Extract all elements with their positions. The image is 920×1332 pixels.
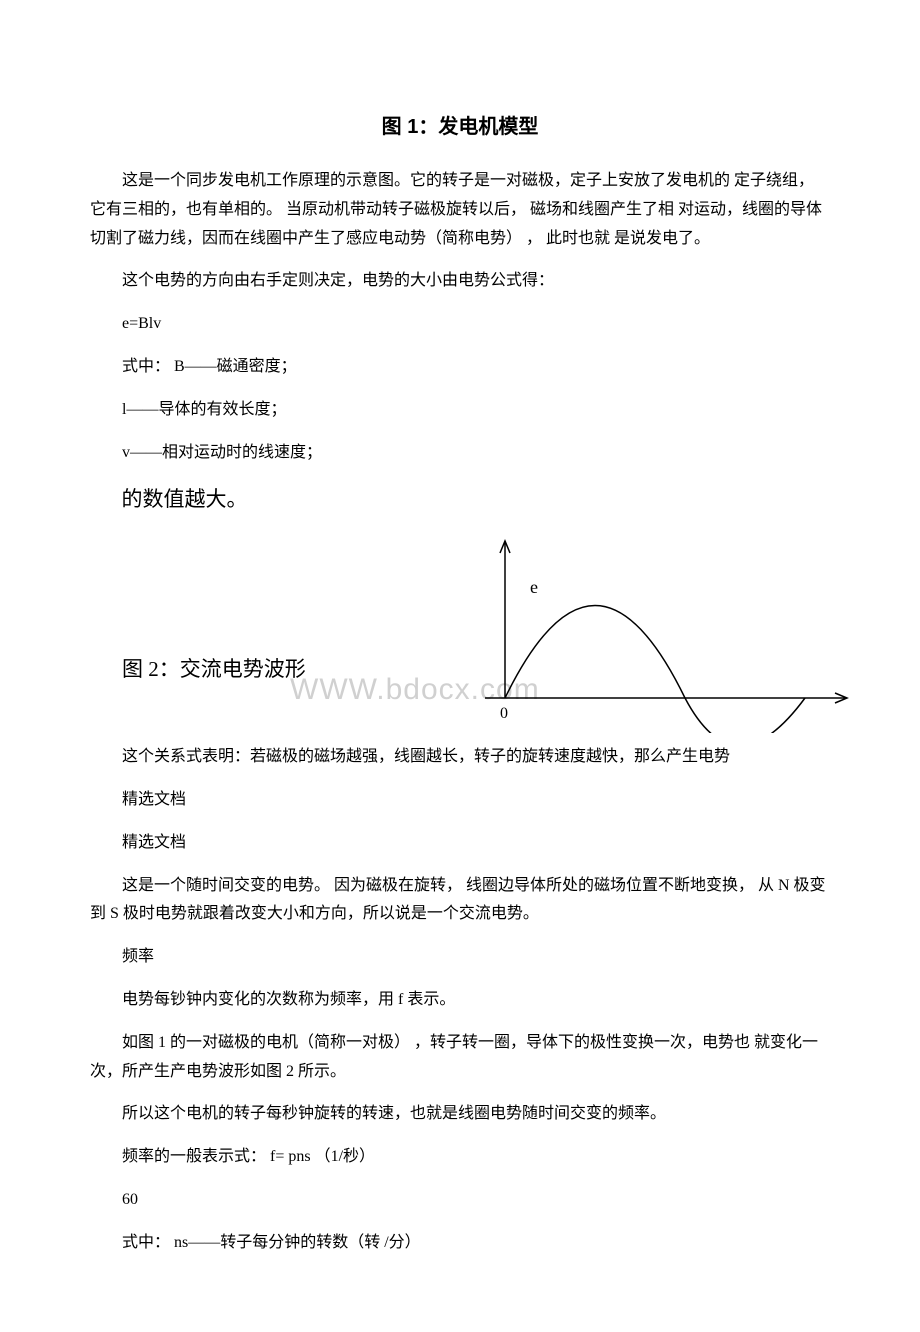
sine-curve [505,606,805,734]
figure-2-row: 图 2：交流电势波形 WWW.bdocx.com e 0 [90,533,830,733]
document-title: 图 1：发电机模型 [90,110,830,139]
paragraph-1: 这是一个同步发电机工作原理的示意图。它的转子是一对磁极，定子上安放了发电机的 定… [90,167,830,253]
figure-2-caption: 图 2：交流电势波形 [122,653,306,683]
y-axis-label: e [530,577,538,597]
paragraph-7: 的数值越大。 [90,481,830,519]
paragraph-16: 频率的一般表示式： f= pns （1/秒） [90,1143,830,1172]
paragraph-18: 式中： ns——转子每分钟的转数（转 /分） [90,1229,830,1258]
paragraph-17: 60 [90,1186,830,1215]
paragraph-11: 这是一个随时间交变的电势。 因为磁极在旋转， 线圈边导体所处的磁场位置不断地变换… [90,872,830,930]
paragraph-13: 电势每钞钟内变化的次数称为频率，用 f 表示。 [90,986,830,1015]
paragraph-15: 所以这个电机的转子每秒钟旋转的转速，也就是线圈电势随时间交变的频率。 [90,1100,830,1129]
paragraph-3: e=Blv [90,310,830,339]
ac-waveform-svg: e 0 [475,533,875,733]
figure-2-chart: e 0 [475,533,875,733]
x-origin-label: 0 [500,705,508,722]
paragraph-8: 这个关系式表明：若磁极的磁场越强，线圈越长，转子的旋转速度越快，那么产生电势 [90,743,830,772]
paragraph-10: 精选文档 [90,829,830,858]
paragraph-2: 这个电势的方向由右手定则决定，电势的大小由电势公式得： [90,267,830,296]
paragraph-9: 精选文档 [90,786,830,815]
paragraph-5: l——导体的有效长度； [90,396,830,425]
paragraph-6: v——相对运动时的线速度； [90,439,830,468]
paragraph-14: 如图 1 的一对磁极的电机（简称一对极） ，转子转一圈，导体下的极性变换一次，电… [90,1029,830,1087]
paragraph-12: 频率 [90,943,830,972]
paragraph-4: 式中： B——磁通密度； [90,353,830,382]
